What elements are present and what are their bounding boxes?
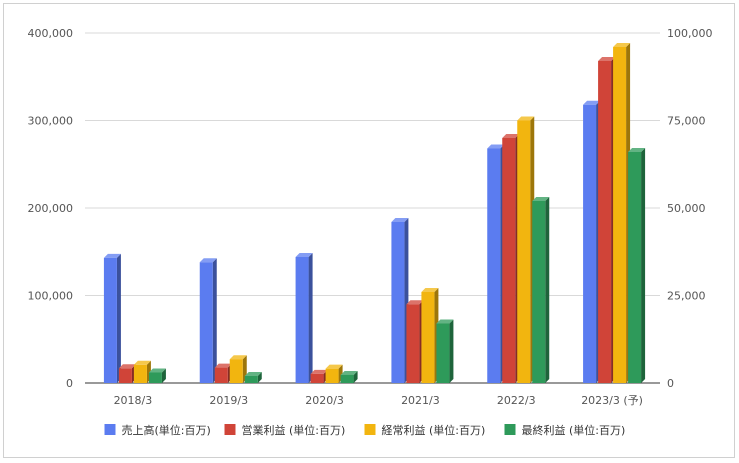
category-label: 2021/3 bbox=[401, 394, 440, 407]
bar-top bbox=[295, 253, 313, 257]
bar-top bbox=[244, 372, 262, 376]
bar-side bbox=[449, 319, 454, 383]
bar-top bbox=[133, 360, 151, 365]
legend-swatch bbox=[104, 424, 116, 435]
bar bbox=[391, 222, 405, 383]
bar bbox=[229, 359, 243, 383]
bar-top bbox=[598, 57, 616, 61]
bar-top bbox=[613, 43, 631, 47]
right-tick-label: 0 bbox=[667, 377, 674, 390]
bar bbox=[133, 364, 147, 383]
bar bbox=[502, 138, 516, 383]
bar bbox=[598, 61, 612, 383]
bar-side bbox=[545, 197, 550, 383]
left-tick-label: 100,000 bbox=[28, 290, 74, 303]
bar-top bbox=[391, 218, 409, 222]
bar bbox=[532, 201, 546, 383]
bar bbox=[214, 367, 228, 383]
bar-top bbox=[214, 363, 232, 368]
bar-side bbox=[308, 253, 313, 383]
legend-swatch bbox=[364, 424, 376, 435]
bar-top bbox=[118, 364, 136, 369]
bar bbox=[295, 257, 309, 383]
bar bbox=[436, 323, 450, 383]
legend-swatch bbox=[224, 424, 236, 435]
bar-side bbox=[641, 148, 646, 383]
bar-side bbox=[257, 372, 262, 383]
bar bbox=[613, 47, 627, 383]
bar bbox=[148, 372, 162, 383]
legend-label: 営業利益 (単位:百万) bbox=[242, 423, 346, 437]
bar-top bbox=[502, 134, 520, 138]
bar-top bbox=[487, 144, 505, 149]
bar-side bbox=[353, 370, 358, 383]
left-tick-label: 300,000 bbox=[28, 115, 74, 128]
bar bbox=[517, 120, 531, 383]
bar bbox=[325, 368, 339, 383]
bar bbox=[628, 152, 642, 383]
bar-top bbox=[325, 364, 343, 369]
bar bbox=[310, 373, 324, 383]
bar-top bbox=[517, 116, 535, 121]
legend-label: 経常利益 (単位:百万) bbox=[382, 423, 486, 437]
bar bbox=[103, 257, 117, 383]
right-tick-label: 100,000 bbox=[667, 27, 713, 40]
bar bbox=[118, 368, 132, 383]
bar bbox=[244, 376, 258, 383]
bar-top bbox=[628, 148, 646, 152]
left-tick-label: 0 bbox=[66, 377, 73, 390]
legend-label: 売上高(単位:百万) bbox=[122, 423, 211, 437]
bar-side bbox=[212, 258, 217, 383]
bar bbox=[199, 262, 213, 383]
category-label: 2018/3 bbox=[114, 394, 153, 407]
right-tick-label: 50,000 bbox=[667, 202, 706, 215]
bar-side bbox=[161, 368, 166, 383]
bar bbox=[340, 374, 354, 383]
bar bbox=[421, 292, 435, 383]
bar-top bbox=[310, 369, 328, 374]
bar bbox=[583, 104, 597, 383]
bar-top bbox=[199, 258, 217, 263]
bar bbox=[406, 304, 420, 383]
bar bbox=[487, 148, 501, 383]
left-tick-label: 400,000 bbox=[28, 27, 74, 40]
left-tick-label: 200,000 bbox=[28, 202, 74, 215]
right-tick-label: 75,000 bbox=[667, 115, 706, 128]
bar-top bbox=[532, 197, 550, 201]
legend-swatch bbox=[504, 424, 516, 435]
bar-top bbox=[406, 300, 424, 305]
bar-top bbox=[340, 370, 358, 375]
right-tick-label: 25,000 bbox=[667, 290, 706, 303]
bar-side bbox=[116, 253, 121, 383]
category-label: 2022/3 bbox=[497, 394, 536, 407]
bar-top bbox=[583, 100, 601, 105]
bar-top bbox=[148, 368, 166, 373]
bar-top bbox=[103, 253, 121, 258]
bar-top bbox=[436, 319, 454, 324]
bar-top bbox=[229, 355, 247, 360]
category-label: 2019/3 bbox=[209, 394, 248, 407]
category-label: 2020/3 bbox=[305, 394, 344, 407]
category-label: 2023/3 (予) bbox=[581, 394, 643, 407]
legend-label: 最終利益 (単位:百万) bbox=[522, 423, 626, 437]
bar-top bbox=[421, 288, 439, 292]
